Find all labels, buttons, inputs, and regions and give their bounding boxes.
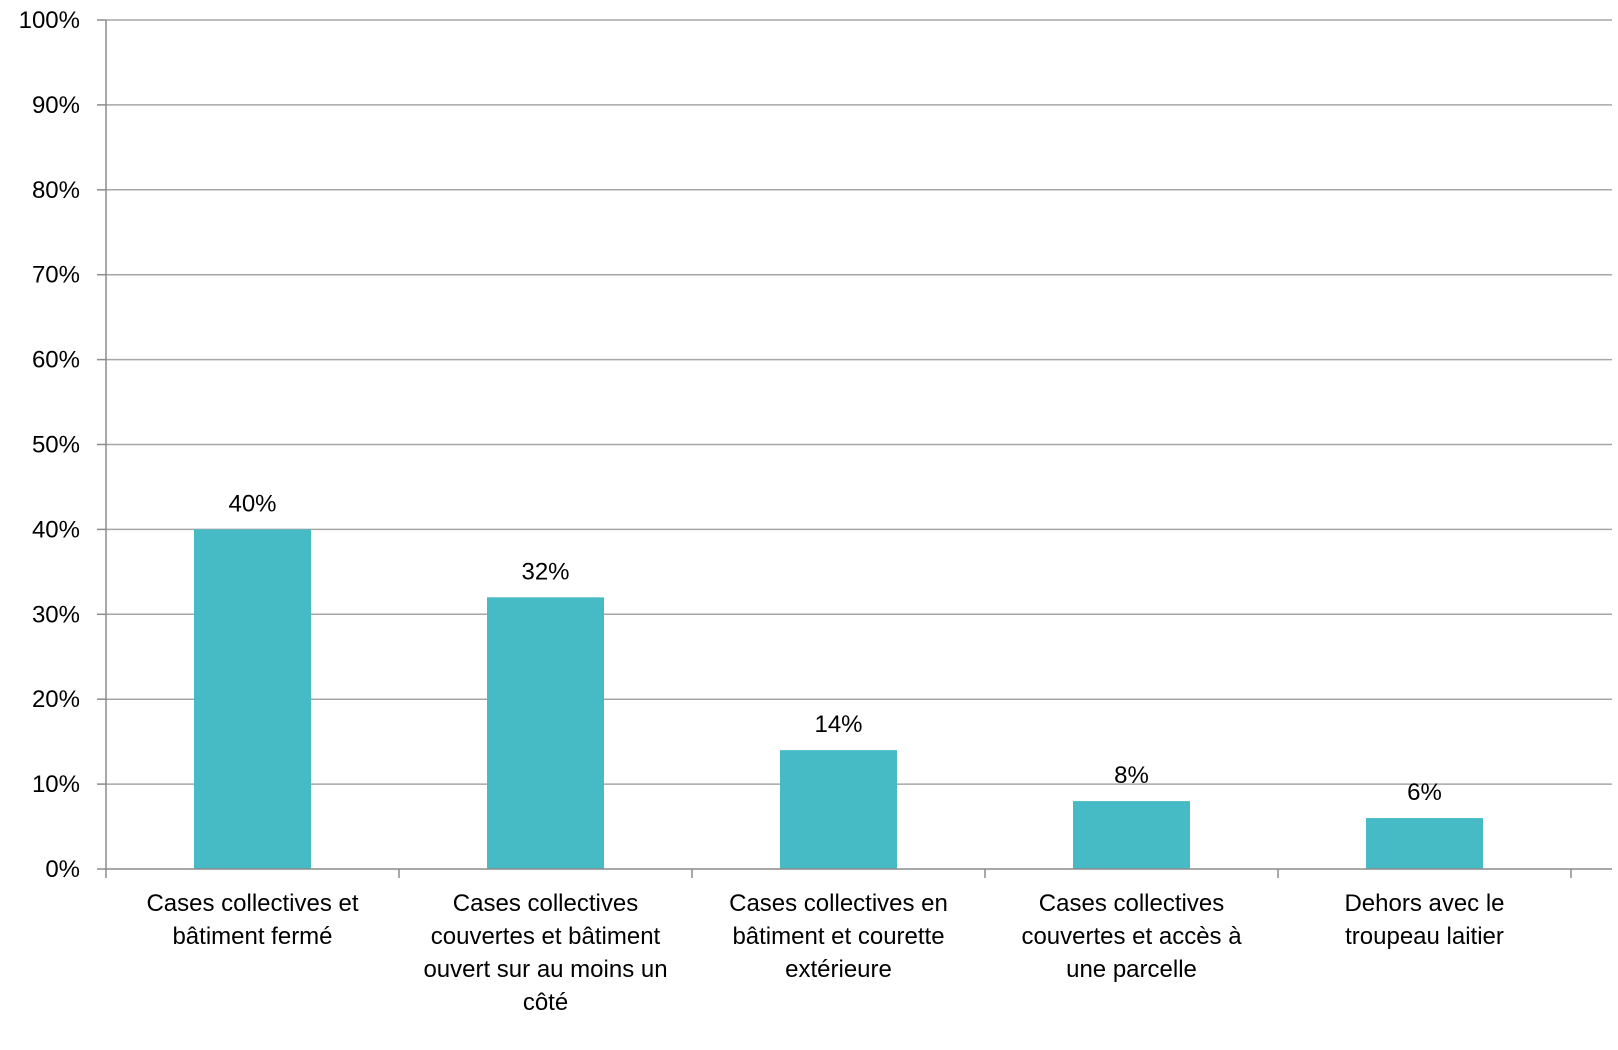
y-tick-label: 70% xyxy=(32,262,80,289)
bar xyxy=(780,750,897,869)
bar xyxy=(487,597,604,869)
y-tick-label: 20% xyxy=(32,686,80,713)
x-category-label: bâtiment fermé xyxy=(172,923,332,950)
x-category-label: Cases collectives en xyxy=(729,890,948,917)
x-category-label: Cases collectives xyxy=(453,890,638,917)
data-labels: 40% 32% 14% 8% 6% xyxy=(228,490,1441,806)
x-category-label: couvertes et bâtiment xyxy=(431,923,661,950)
x-category-label: Dehors avec le xyxy=(1344,890,1504,917)
y-tick-label: 60% xyxy=(32,347,80,374)
y-tick-label: 0% xyxy=(45,856,80,883)
y-tick-label: 80% xyxy=(32,177,80,204)
data-label: 6% xyxy=(1407,779,1442,806)
bar xyxy=(1073,801,1190,869)
data-label: 14% xyxy=(814,711,862,738)
y-tick-label: 40% xyxy=(32,516,80,543)
x-category-label: troupeau laitier xyxy=(1345,923,1504,950)
y-tick-labels: 0% 10% 20% 30% 40% 50% 60% 70% 80% 90% 100% xyxy=(19,7,80,883)
x-category-labels: Cases collectives et bâtiment fermé Cases … xyxy=(146,890,1504,1016)
y-tick-label: 50% xyxy=(32,432,80,459)
data-label: 40% xyxy=(228,490,276,517)
bar xyxy=(194,529,311,869)
x-category-label: extérieure xyxy=(785,956,892,983)
y-tick-label: 90% xyxy=(32,92,80,119)
x-category-label: Cases collectives et xyxy=(146,890,358,917)
axes xyxy=(97,19,1612,878)
gridlines xyxy=(106,19,1612,785)
bars xyxy=(194,529,1483,869)
x-category-label: couvertes et accès à xyxy=(1021,923,1242,950)
x-category-label: une parcelle xyxy=(1066,956,1197,983)
bar xyxy=(1366,818,1483,869)
x-category-label: ouvert sur au moins un xyxy=(423,956,667,983)
data-label: 8% xyxy=(1114,762,1149,789)
y-tick-label: 30% xyxy=(32,601,80,628)
y-tick-label: 100% xyxy=(19,7,80,34)
x-category-label: bâtiment et courette xyxy=(732,923,944,950)
data-label: 32% xyxy=(521,558,569,585)
y-tick-label: 10% xyxy=(32,771,80,798)
x-category-label: côté xyxy=(523,989,568,1016)
x-category-label: Cases collectives xyxy=(1039,890,1224,917)
